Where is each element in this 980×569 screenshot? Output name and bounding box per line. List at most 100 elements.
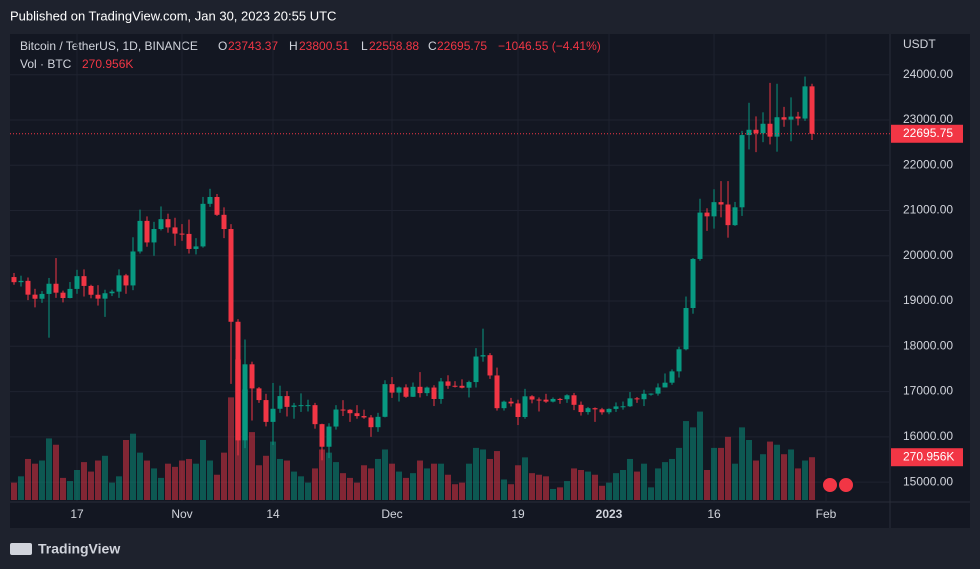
volume-bar (697, 411, 704, 500)
volume-bar (690, 427, 697, 500)
candle-body (760, 123, 766, 134)
close-label: C (428, 39, 437, 53)
event-icon[interactable] (837, 476, 855, 494)
candle-body (291, 405, 297, 407)
candle-body (53, 283, 59, 293)
candle-body (109, 291, 115, 294)
volume-bar (767, 441, 774, 500)
candle-body (417, 386, 423, 394)
volume-bar (774, 444, 781, 500)
candle-body (179, 233, 185, 235)
volume-bar (368, 468, 375, 500)
volume-bar (452, 484, 459, 500)
candle-body (669, 371, 675, 383)
candle-body (102, 293, 108, 299)
volume-bar (319, 449, 326, 500)
candle-body (522, 396, 528, 417)
candle-body (781, 117, 787, 120)
candle-body (284, 396, 290, 407)
y-tick-label: 16000.00 (903, 429, 953, 443)
volume-bar (431, 463, 438, 500)
volume-bar (564, 481, 571, 500)
candle-body (655, 387, 661, 394)
volume-bar (494, 451, 501, 500)
volume-bar (466, 463, 473, 500)
candle-body (739, 135, 745, 208)
candle-body (67, 288, 73, 299)
candle-body (676, 349, 682, 372)
volume-bar (297, 476, 304, 500)
volume-bar (115, 476, 122, 500)
volume-bar (410, 473, 417, 500)
volume-bar (718, 447, 725, 500)
candle-body (403, 387, 409, 397)
volume-bar (206, 460, 213, 500)
volume-bar (382, 449, 389, 500)
volume-bar (683, 421, 690, 500)
candle-body (319, 424, 325, 447)
candle-body (39, 293, 45, 299)
volume-bar (199, 440, 206, 500)
volume-bar (185, 458, 192, 500)
volume-bar (620, 470, 627, 500)
volume-bar (417, 460, 424, 500)
volume-bar (108, 482, 115, 500)
volume-bar (606, 482, 613, 500)
volume-bar (711, 447, 718, 500)
volume-bar (10, 482, 17, 500)
candle-body (592, 408, 598, 410)
volume-bar (753, 460, 760, 500)
volume-bar (59, 477, 66, 500)
published-note: Published on TradingView.com, Jan 30, 20… (10, 8, 336, 23)
candle-body (165, 219, 171, 228)
candle-body (200, 203, 206, 247)
y-tick-label: 23000.00 (903, 112, 953, 126)
volume-bar (262, 455, 269, 500)
candle-body (459, 385, 465, 388)
volume-bar (438, 463, 445, 500)
candle-body (627, 398, 633, 407)
candle-body (585, 408, 591, 413)
volume-bar (662, 462, 669, 500)
volume-bar (676, 447, 683, 500)
candles (11, 76, 815, 461)
candle-body (228, 229, 234, 322)
candle-body (809, 86, 815, 134)
volume-bar (529, 473, 536, 500)
candle-body (305, 405, 311, 407)
volume-bar (73, 470, 80, 500)
volume-bar (648, 487, 655, 500)
volume-bar (136, 452, 143, 500)
candle-body (795, 116, 801, 119)
low-label: L (361, 39, 368, 53)
y-tick-label: 21000.00 (903, 203, 953, 217)
volume-bar (52, 444, 59, 500)
x-tick-label: Feb (816, 507, 837, 521)
x-tick-label: 16 (707, 507, 721, 521)
event-icon[interactable] (821, 476, 839, 494)
candle-body (543, 399, 549, 402)
volume-bar (613, 473, 620, 500)
candle-body (382, 384, 388, 417)
volume-bar (290, 471, 297, 500)
candle-body (256, 388, 262, 401)
candle-body (774, 117, 780, 137)
candle-body (571, 395, 577, 405)
low-value: 22558.88 (369, 39, 419, 53)
candle-body (130, 251, 136, 286)
candle-body (186, 233, 192, 249)
candle-body (249, 364, 255, 389)
candle-body (487, 355, 493, 376)
volume-bar (480, 449, 487, 500)
volume-bar (31, 463, 38, 500)
candle-body (46, 283, 52, 294)
x-tick-label: 14 (266, 507, 280, 521)
candle-body (466, 382, 472, 388)
volume-bar (592, 474, 599, 500)
volume-bar (347, 477, 354, 500)
candle-body (718, 202, 724, 205)
candle-body (557, 398, 563, 400)
candle-body (88, 285, 94, 295)
candle-body (221, 214, 227, 230)
